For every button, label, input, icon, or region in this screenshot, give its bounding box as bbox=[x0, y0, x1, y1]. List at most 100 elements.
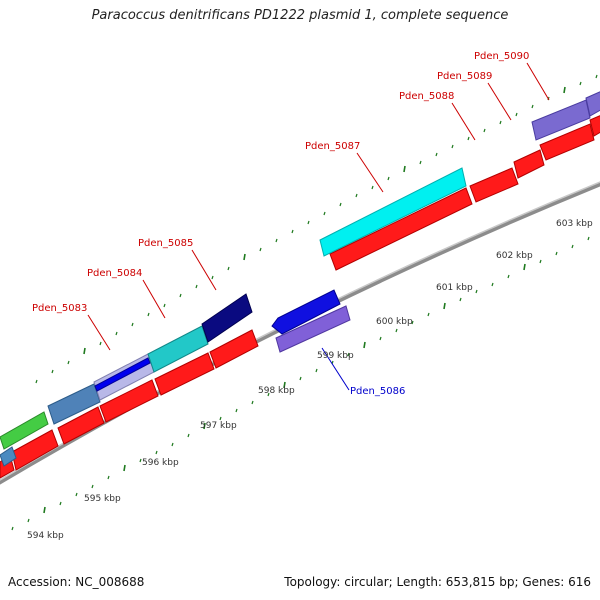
inner-tick bbox=[91, 484, 94, 489]
ruler-label: 603 kbp bbox=[556, 219, 593, 229]
inner-tick bbox=[411, 320, 414, 325]
inner-tick bbox=[443, 302, 446, 310]
inner-tick bbox=[123, 464, 126, 472]
feature-tracks bbox=[0, 91, 600, 485]
leader-line bbox=[487, 82, 512, 121]
cds-block bbox=[11, 429, 59, 471]
leader-line bbox=[526, 62, 550, 101]
inner-tick bbox=[203, 422, 206, 430]
inner-tick bbox=[587, 236, 590, 241]
outer-tick bbox=[355, 193, 358, 198]
cds-block bbox=[99, 379, 159, 423]
gene-block bbox=[585, 91, 600, 117]
ruler-label: 599 kbp bbox=[317, 351, 354, 361]
gene-label: Pden_5087 bbox=[305, 141, 360, 152]
inner-tick bbox=[315, 368, 318, 373]
cds-block bbox=[329, 187, 473, 271]
inner-tick bbox=[379, 336, 382, 341]
outer-tick bbox=[163, 303, 166, 308]
outer-tick bbox=[291, 229, 294, 234]
outer-tick bbox=[451, 144, 454, 149]
gene-block bbox=[275, 305, 351, 353]
outer-tick bbox=[483, 128, 486, 133]
gene-labels: Pden_5083 Pden_5084 Pden_5085 Pden_5086 Pden… bbox=[32, 51, 529, 397]
inner-tick bbox=[43, 506, 46, 514]
outer-tick bbox=[67, 360, 70, 365]
cds-block bbox=[513, 149, 545, 179]
ruler-label: 597 kbp bbox=[200, 421, 237, 431]
ruler-label: 602 kbp bbox=[496, 251, 533, 261]
outer-tick bbox=[579, 81, 582, 86]
inner-tick bbox=[459, 297, 462, 302]
outer-tick bbox=[531, 104, 534, 109]
inner-tick bbox=[155, 450, 158, 455]
accession-label: Accession: NC_008688 bbox=[8, 575, 145, 589]
gene-label: Pden_5083 bbox=[32, 303, 87, 314]
inner-tick bbox=[107, 475, 110, 480]
ruler-labels: 594 kbp 595 kbp 596 kbp 597 kbp 598 kbp 599 k… bbox=[27, 219, 593, 541]
inner-tick bbox=[539, 259, 542, 264]
outer-tick bbox=[339, 202, 342, 207]
outer-tick bbox=[83, 347, 86, 355]
inner-tick bbox=[347, 352, 350, 357]
label-leader-lines bbox=[87, 62, 550, 391]
leader-line bbox=[356, 152, 384, 193]
inner-tick bbox=[251, 400, 254, 405]
outer-tick bbox=[323, 211, 326, 216]
ruler-label: 596 kbp bbox=[142, 458, 179, 468]
leader-line bbox=[321, 347, 350, 391]
outer-tick bbox=[195, 284, 198, 289]
inner-tick bbox=[427, 312, 430, 317]
gene-label: Pden_5084 bbox=[87, 268, 142, 279]
inner-tick bbox=[395, 328, 398, 333]
outer-tick bbox=[115, 331, 118, 336]
gene-block bbox=[94, 357, 151, 392]
ruler-label: 594 kbp bbox=[27, 531, 64, 541]
leader-line bbox=[87, 314, 111, 351]
inner-tick bbox=[11, 526, 14, 531]
outer-tick bbox=[35, 379, 38, 384]
ruler-label: 601 kbp bbox=[436, 283, 473, 293]
outer-tick bbox=[227, 266, 230, 271]
outer-tick bbox=[499, 120, 502, 125]
inner-tick bbox=[267, 392, 270, 397]
cds-block bbox=[469, 167, 519, 203]
gene-block bbox=[147, 325, 209, 373]
gene-label: Pden_5086 bbox=[350, 386, 405, 397]
inner-tick bbox=[187, 433, 190, 438]
gene-label: Pden_5085 bbox=[138, 238, 193, 249]
outer-tick bbox=[419, 160, 422, 165]
inner-tick-ring bbox=[11, 182, 600, 531]
outer-tick bbox=[595, 74, 598, 79]
gene-block bbox=[319, 167, 467, 257]
cds-block bbox=[154, 352, 215, 396]
ruler-label: 595 kbp bbox=[84, 494, 121, 504]
inner-tick bbox=[235, 408, 238, 413]
outer-tick bbox=[51, 369, 54, 374]
gene-label: Pden_5089 bbox=[437, 71, 492, 82]
inner-tick bbox=[219, 416, 222, 421]
outer-tick-ring bbox=[35, 74, 598, 384]
inner-tick bbox=[283, 381, 286, 389]
inner-tick bbox=[27, 518, 30, 523]
inner-tick bbox=[363, 341, 366, 349]
cds-block bbox=[57, 406, 105, 445]
gene-block bbox=[47, 383, 101, 425]
ruler-label: 598 kbp bbox=[258, 386, 295, 396]
gene-block bbox=[0, 446, 17, 467]
leader-line bbox=[451, 102, 476, 141]
inner-tick bbox=[139, 458, 142, 463]
cds-block bbox=[539, 123, 595, 161]
inner-tick bbox=[555, 251, 558, 256]
inner-tick bbox=[571, 244, 574, 249]
ruler-label: 600 kbp bbox=[376, 317, 413, 327]
leader-line bbox=[191, 249, 217, 291]
outer-tick bbox=[403, 165, 406, 173]
outer-tick bbox=[131, 322, 134, 327]
cds-block bbox=[209, 329, 259, 369]
inner-tick bbox=[299, 376, 302, 381]
inner-tick bbox=[59, 501, 62, 506]
gene-block bbox=[531, 99, 591, 141]
outer-tick bbox=[147, 312, 150, 317]
